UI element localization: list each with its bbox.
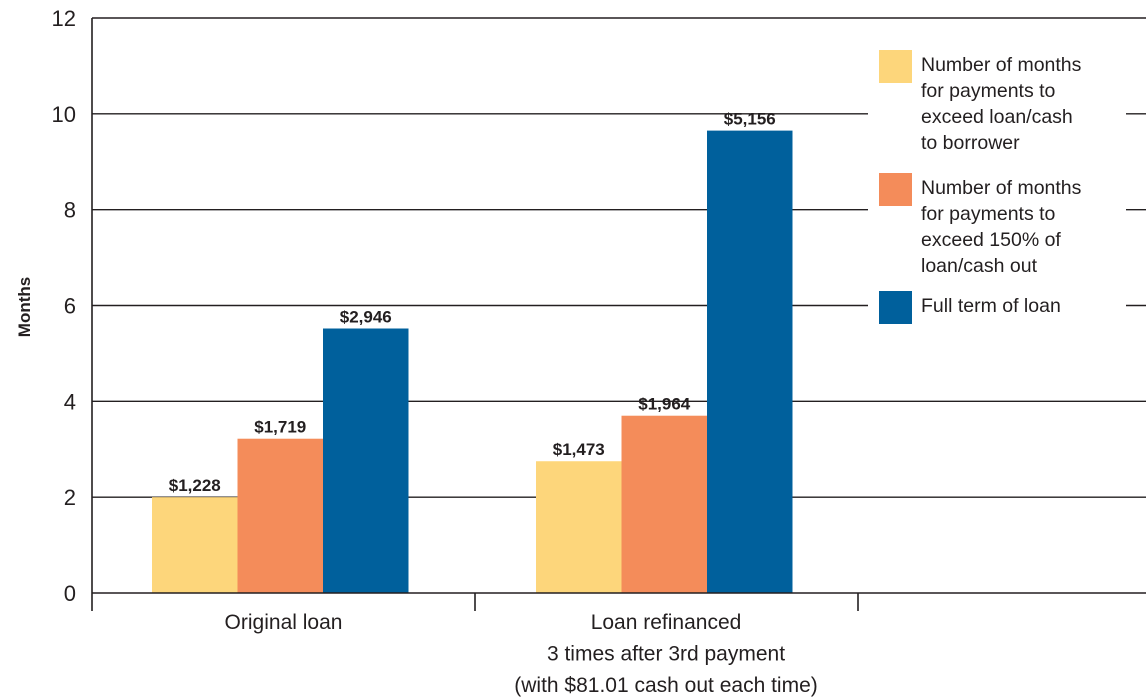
legend-swatch [879, 50, 912, 83]
bar-value-label: $2,946 [340, 308, 392, 327]
legend-label: Number of months [921, 177, 1082, 199]
bar [707, 130, 793, 593]
legend-label: exceed loan/cash [921, 106, 1073, 128]
legend-label: loan/cash out [921, 255, 1038, 277]
y-axis-title: Months [15, 277, 34, 337]
legend: Number of months for payments to exceed lo… [868, 44, 1126, 324]
y-tick-label: 4 [64, 389, 76, 414]
axes: Months 0 2 4 6 8 10 12 Original loan Loan refina… [15, 6, 1146, 697]
legend-label: to borrower [921, 132, 1020, 154]
bar-value-label: $1,964 [638, 395, 691, 414]
legend-swatch [879, 291, 912, 324]
legend-label: exceed 150% of [921, 229, 1061, 251]
y-tick-label: 10 [52, 102, 76, 127]
gridlines [92, 17, 1146, 498]
legend-label: Number of months [921, 54, 1082, 76]
y-tick-label: 0 [64, 581, 76, 606]
bar [152, 497, 238, 593]
bar-value-label: $1,719 [254, 418, 306, 437]
y-tick-label: 2 [64, 485, 76, 510]
bar-value-label: $1,473 [553, 440, 605, 459]
bar [237, 438, 323, 593]
x-category-label: 3 times after 3rd payment [547, 643, 785, 666]
legend-label: Full term of loan [921, 295, 1061, 317]
x-category-label: Original loan [225, 611, 343, 634]
bar [621, 415, 707, 593]
bar-value-label: $1,228 [169, 476, 221, 495]
bar [323, 328, 409, 593]
bar-value-label: $5,156 [724, 110, 776, 129]
x-category-label: (with $81.01 cash out each time) [514, 674, 818, 697]
y-tick-label: 12 [52, 6, 76, 31]
bars: $1,228 $1,473 $1,719 $1,964 $2,946 $5,156 [152, 110, 793, 593]
y-tick-label: 8 [64, 198, 76, 223]
x-category-label: Loan refinanced [591, 611, 742, 634]
y-tick-label: 6 [64, 294, 76, 319]
legend-swatch [879, 173, 912, 206]
bar [536, 461, 622, 593]
legend-label: for payments to [921, 203, 1056, 225]
legend-label: for payments to [921, 80, 1056, 102]
